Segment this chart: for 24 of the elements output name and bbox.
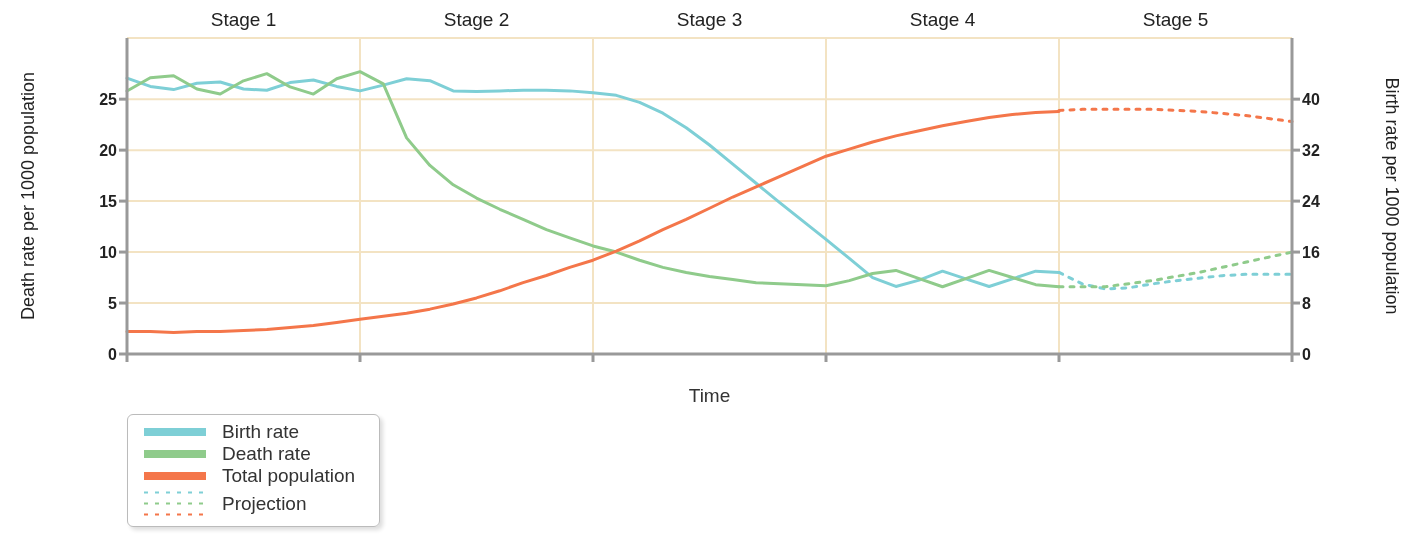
y-axis-title: Death rate per 1000 population bbox=[18, 71, 39, 321]
y2-tick-label: 40 bbox=[1302, 90, 1320, 108]
legend-label: Death rate bbox=[222, 443, 311, 465]
y-tick-label: 10 bbox=[99, 243, 118, 261]
y-tick-label: 25 bbox=[99, 90, 118, 108]
y-tick-label: 5 bbox=[108, 294, 118, 312]
x-axis-title: Time bbox=[688, 385, 731, 406]
y-tick-label: 20 bbox=[99, 141, 118, 159]
text: Stage 2 bbox=[443, 9, 510, 30]
legend-label: Projection bbox=[222, 492, 307, 515]
text: Stage 1 bbox=[210, 9, 277, 30]
y2-tick-label: 24 bbox=[1302, 192, 1320, 210]
y2-axis-title: Birth rate per 1000 population bbox=[1381, 77, 1402, 315]
y-tick-label: 15 bbox=[99, 192, 118, 210]
y2-tick-label: 8 bbox=[1302, 294, 1311, 312]
legend-label: Birth rate bbox=[222, 421, 300, 443]
y-tick-label: 0 bbox=[108, 345, 118, 363]
text: Stage 3 bbox=[676, 9, 743, 30]
y2-tick-label: 32 bbox=[1302, 141, 1320, 159]
text: Stage 5 bbox=[1142, 9, 1209, 30]
legend-label: Total population bbox=[222, 465, 356, 487]
y2-tick-label: 16 bbox=[1302, 243, 1320, 261]
text: Stage 4 bbox=[909, 9, 976, 30]
y2-tick-label: 0 bbox=[1302, 345, 1311, 363]
